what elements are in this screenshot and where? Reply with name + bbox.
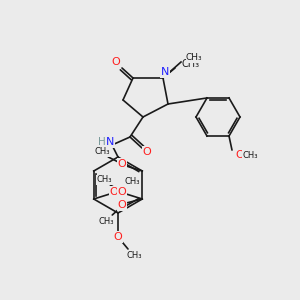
Text: CH₃: CH₃ bbox=[182, 59, 200, 69]
Text: O: O bbox=[142, 147, 152, 157]
Text: O: O bbox=[118, 200, 127, 210]
Text: O: O bbox=[236, 150, 244, 160]
Text: O: O bbox=[110, 187, 118, 197]
Text: CH₃: CH₃ bbox=[98, 217, 114, 226]
Text: N: N bbox=[106, 137, 114, 147]
Text: CH₃: CH₃ bbox=[242, 151, 258, 160]
Text: CH₃: CH₃ bbox=[126, 250, 142, 260]
Text: O: O bbox=[112, 57, 120, 67]
Text: CH₃: CH₃ bbox=[124, 178, 140, 187]
Text: CH₃: CH₃ bbox=[94, 148, 110, 157]
Text: O: O bbox=[118, 159, 127, 169]
Text: N: N bbox=[161, 67, 169, 77]
Text: H: H bbox=[98, 137, 106, 147]
Text: CH₃: CH₃ bbox=[97, 176, 112, 184]
Text: O: O bbox=[114, 232, 122, 242]
Text: O: O bbox=[118, 187, 127, 197]
Text: CH₃: CH₃ bbox=[186, 53, 202, 62]
